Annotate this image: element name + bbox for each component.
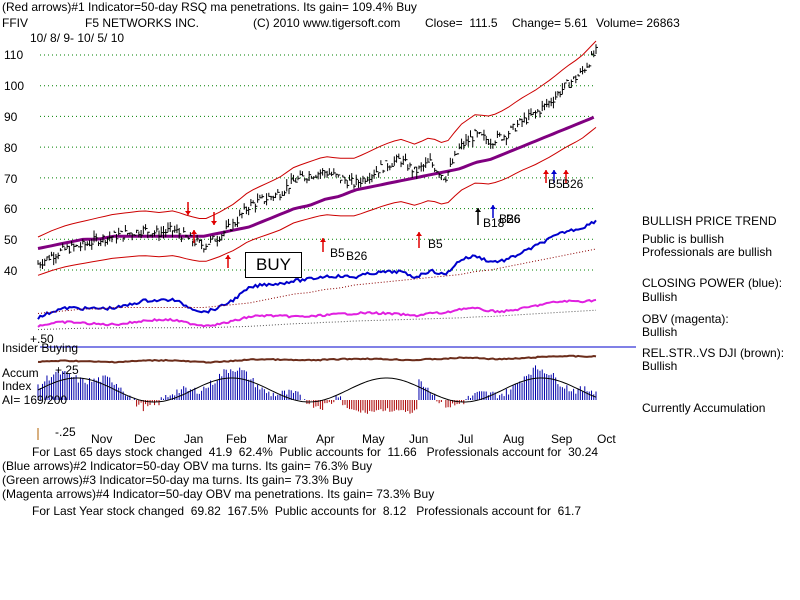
y-tick-label: 70	[4, 172, 18, 186]
obv-value: Bullish	[642, 325, 678, 339]
plus-25-label: +.25	[55, 363, 79, 377]
minus-25-label: -.25	[55, 425, 76, 439]
footer-65day: For Last 65 days stock changed 41.9 62.4…	[32, 445, 599, 459]
red-down-arrow-head	[185, 211, 191, 215]
ticker: FFIV	[2, 16, 28, 30]
x-tick-label: Jul	[458, 432, 474, 446]
public-status: Public is bullish	[642, 232, 725, 246]
y-tick-label: 60	[4, 202, 18, 216]
x-tick-label: Mar	[267, 432, 288, 446]
x-tick-label: Jan	[184, 432, 204, 446]
red-up-arrow-head	[320, 238, 326, 242]
x-tick-label: Jun	[409, 432, 429, 446]
copyright: (C) 2010 www.tigersoft.com	[253, 16, 401, 30]
x-tick-label: Aug	[503, 432, 525, 446]
blue-up-arrow-head	[490, 205, 496, 209]
x-tick-label: Apr	[316, 432, 335, 446]
y-tick-label: 40	[4, 264, 18, 278]
signal-label: B5	[548, 177, 563, 191]
red-up-arrow-head	[191, 230, 197, 234]
closing-power-line	[37, 219, 597, 320]
plus-50-label: +.50	[30, 332, 54, 346]
professionals-status: Professionals are bullish	[642, 245, 773, 259]
relstr-title: REL.STR..VS DJI (brown):	[642, 346, 785, 360]
footer-magenta-arrows: (Magenta arrows)#4 Indicator=50-day OBV …	[2, 487, 435, 501]
footer-last-year: For Last Year stock changed 69.82 167.5%…	[32, 504, 581, 518]
indicator-lines	[37, 219, 636, 364]
moving-average	[37, 115, 595, 250]
signal-label: B26	[346, 249, 368, 263]
accum-label: Accum	[2, 366, 39, 380]
x-tick-label: Nov	[91, 432, 113, 446]
trend-title: BULLISH PRICE TREND	[642, 214, 777, 228]
signal-arrows	[185, 170, 569, 268]
ai-label: AI= 169/200	[2, 393, 68, 407]
y-tick-label: 50	[4, 233, 18, 247]
red-up-arrow-head	[416, 232, 422, 236]
volume-value: Volume= 26863	[596, 16, 680, 30]
y-tick-label: 100	[4, 79, 25, 93]
footer-blue-arrows: (Blue arrows)#2 Indicator=50-day OBV ma …	[2, 459, 373, 473]
price-bands	[37, 40, 597, 276]
buy-label: BUY	[245, 252, 302, 278]
red-down-arrow-head	[211, 221, 217, 225]
insider-buying-label: Insider Buying	[2, 341, 79, 355]
change-value: Change= 5.61	[512, 16, 588, 30]
signal-label: B26	[499, 212, 521, 226]
footer-green-arrows: (Green arrows)#3 Indicator=50-day ma tur…	[2, 473, 353, 487]
y-tick-label: 110	[4, 48, 24, 62]
accumulation-status: Currently Accumulation	[642, 401, 766, 415]
date-range: 10/ 8/ 9- 10/ 5/ 10	[30, 31, 125, 45]
y-tick-label: 80	[4, 141, 18, 155]
blue-up-arrow-head	[551, 170, 557, 174]
chart-grid	[40, 54, 596, 271]
x-tick-label: Sep	[551, 432, 573, 446]
x-tick-label: Feb	[226, 432, 247, 446]
signal-label: B18	[483, 216, 505, 230]
obv-ma	[37, 309, 597, 331]
accum-ma	[37, 377, 597, 403]
red-up-arrow-head	[543, 170, 549, 174]
x-tick-label: May	[362, 432, 385, 446]
header-indicator-line: (Red arrows)#1 Indicator=50-day RSQ ma p…	[2, 0, 417, 14]
red-up-arrow-head	[225, 255, 231, 259]
relstr-line	[37, 354, 597, 364]
obv-line	[37, 298, 597, 328]
close-value: Close= 111.5	[425, 16, 498, 30]
price-bars	[37, 44, 598, 269]
lower-band	[37, 127, 597, 276]
upper-band	[37, 40, 597, 238]
signal-label: B26	[562, 177, 584, 191]
accumulation-histogram	[37, 365, 597, 414]
signal-label: B5	[330, 246, 345, 260]
red-up-arrow-head	[563, 170, 569, 174]
obv-title: OBV (magenta):	[642, 312, 729, 326]
closing-power-value: Bullish	[642, 290, 678, 304]
black-up-arrow-head	[475, 208, 481, 212]
x-tick-label: Oct	[597, 432, 616, 446]
relstr-value: Bullish	[642, 359, 678, 373]
index-label: Index	[2, 379, 32, 393]
company-name: F5 NETWORKS INC.	[85, 16, 200, 30]
y-tick-label: 90	[4, 110, 18, 124]
closing-power-ma	[37, 248, 597, 314]
x-tick-label: Dec	[134, 432, 156, 446]
signal-label: B6	[506, 212, 521, 226]
signal-label: B5	[428, 237, 443, 251]
closing-power-title: CLOSING POWER (blue):	[642, 276, 783, 290]
ma-line	[37, 115, 595, 250]
